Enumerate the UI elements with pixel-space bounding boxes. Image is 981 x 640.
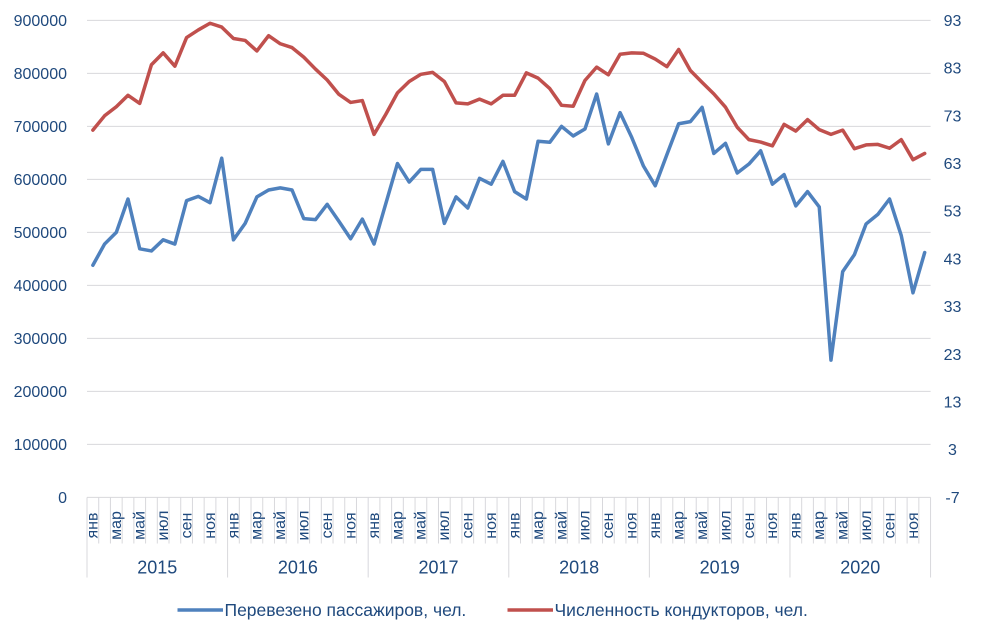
svg-text:май: май	[132, 511, 149, 540]
svg-text:мар: мар	[389, 511, 406, 540]
svg-text:ноя: ноя	[483, 512, 500, 538]
svg-text:сен: сен	[600, 513, 617, 539]
svg-text:июл: июл	[155, 511, 172, 541]
svg-text:мар: мар	[811, 511, 828, 540]
svg-text:Численность кондукторов, чел.: Численность кондукторов, чел.	[555, 600, 808, 620]
svg-text:янв: янв	[366, 513, 383, 539]
svg-text:2019: 2019	[700, 558, 740, 578]
svg-text:93: 93	[944, 13, 962, 30]
svg-text:ноя: ноя	[764, 512, 781, 538]
svg-text:500000: 500000	[14, 225, 67, 242]
svg-text:600000: 600000	[14, 172, 67, 189]
svg-text:2017: 2017	[418, 558, 458, 578]
svg-text:май: май	[413, 511, 430, 540]
svg-text:ноя: ноя	[202, 512, 219, 538]
svg-text:сен: сен	[460, 513, 477, 539]
svg-text:23: 23	[944, 347, 962, 364]
svg-text:янв: янв	[788, 513, 805, 539]
svg-text:53: 53	[944, 204, 962, 221]
svg-text:июл: июл	[717, 511, 734, 541]
svg-text:2016: 2016	[278, 558, 318, 578]
svg-text:мар: мар	[670, 511, 687, 540]
svg-text:Перевезено пассажиров, чел.: Перевезено пассажиров, чел.	[225, 600, 467, 620]
svg-text:мар: мар	[530, 511, 547, 540]
svg-text:янв: янв	[506, 513, 523, 539]
svg-text:800000: 800000	[14, 66, 67, 83]
svg-text:400000: 400000	[14, 278, 67, 295]
svg-text:ноя: ноя	[624, 512, 641, 538]
svg-text:сен: сен	[319, 513, 336, 539]
svg-text:100000: 100000	[14, 437, 67, 454]
svg-text:300000: 300000	[14, 331, 67, 348]
svg-text:мар: мар	[108, 511, 125, 540]
svg-text:33: 33	[944, 299, 962, 316]
svg-text:янв: янв	[647, 513, 664, 539]
svg-text:мар: мар	[249, 511, 266, 540]
svg-text:700000: 700000	[14, 119, 67, 136]
svg-text:900000: 900000	[14, 13, 67, 30]
svg-text:200000: 200000	[14, 384, 67, 401]
svg-text:2020: 2020	[840, 558, 880, 578]
svg-text:83: 83	[944, 61, 962, 78]
svg-text:май: май	[694, 511, 711, 540]
svg-text:ноя: ноя	[905, 512, 922, 538]
svg-text:-7: -7	[945, 490, 959, 507]
svg-text:сен: сен	[741, 513, 758, 539]
svg-text:73: 73	[944, 108, 962, 125]
svg-text:янв: янв	[225, 513, 242, 539]
svg-text:май: май	[553, 511, 570, 540]
svg-text:3: 3	[948, 442, 957, 459]
svg-text:июл: июл	[858, 511, 875, 541]
svg-text:май: май	[834, 511, 851, 540]
svg-text:43: 43	[944, 251, 962, 268]
svg-text:янв: янв	[85, 513, 102, 539]
svg-text:май: май	[272, 511, 289, 540]
svg-text:ноя: ноя	[342, 512, 359, 538]
svg-text:сен: сен	[178, 513, 195, 539]
svg-text:июл: июл	[296, 511, 313, 541]
svg-text:июл: июл	[577, 511, 594, 541]
svg-text:2018: 2018	[559, 558, 599, 578]
svg-text:июл: июл	[436, 511, 453, 541]
svg-text:2015: 2015	[137, 558, 177, 578]
svg-text:0: 0	[58, 490, 67, 507]
svg-text:13: 13	[944, 395, 962, 412]
svg-text:сен: сен	[881, 513, 898, 539]
svg-text:63: 63	[944, 156, 962, 173]
